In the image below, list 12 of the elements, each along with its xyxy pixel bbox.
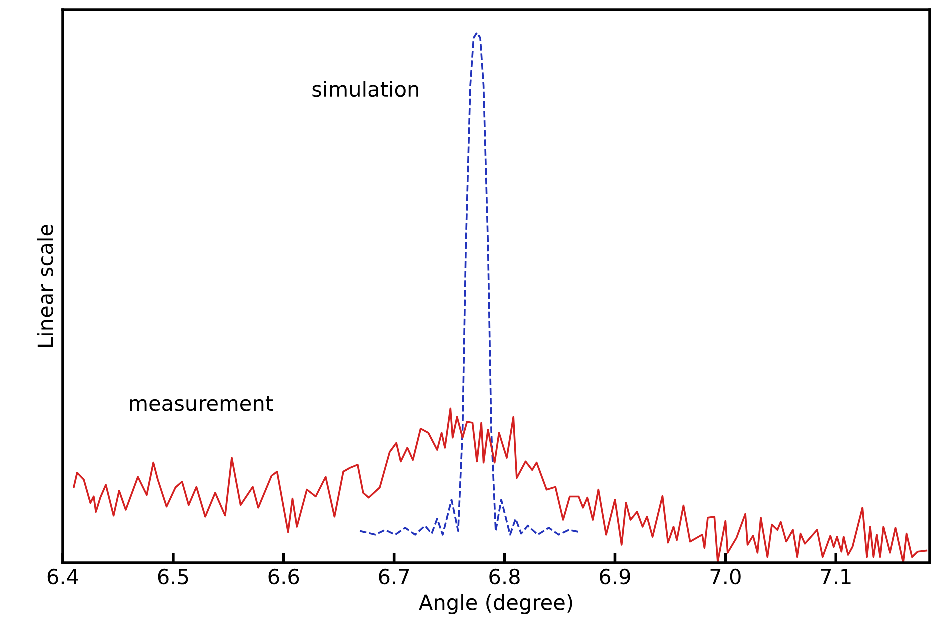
x-tick-label: 6.9 <box>600 568 630 585</box>
x-tick-label: 6.5 <box>158 568 188 585</box>
x-tick-label: 6.6 <box>268 568 300 585</box>
x-tick-label: 6.7 <box>379 568 410 585</box>
x-tick-label: 7.0 <box>710 568 741 585</box>
y-axis-title: Linear scale <box>37 225 54 347</box>
text: measurement <box>130 396 274 412</box>
x-axis-title: Angle (degree) <box>419 594 572 614</box>
x-tick-label: 7.1 <box>821 569 851 584</box>
x-tick-label: 6.8 <box>490 568 520 585</box>
text: simulation <box>312 81 418 98</box>
x-tick-label: 6.4 <box>48 568 78 585</box>
